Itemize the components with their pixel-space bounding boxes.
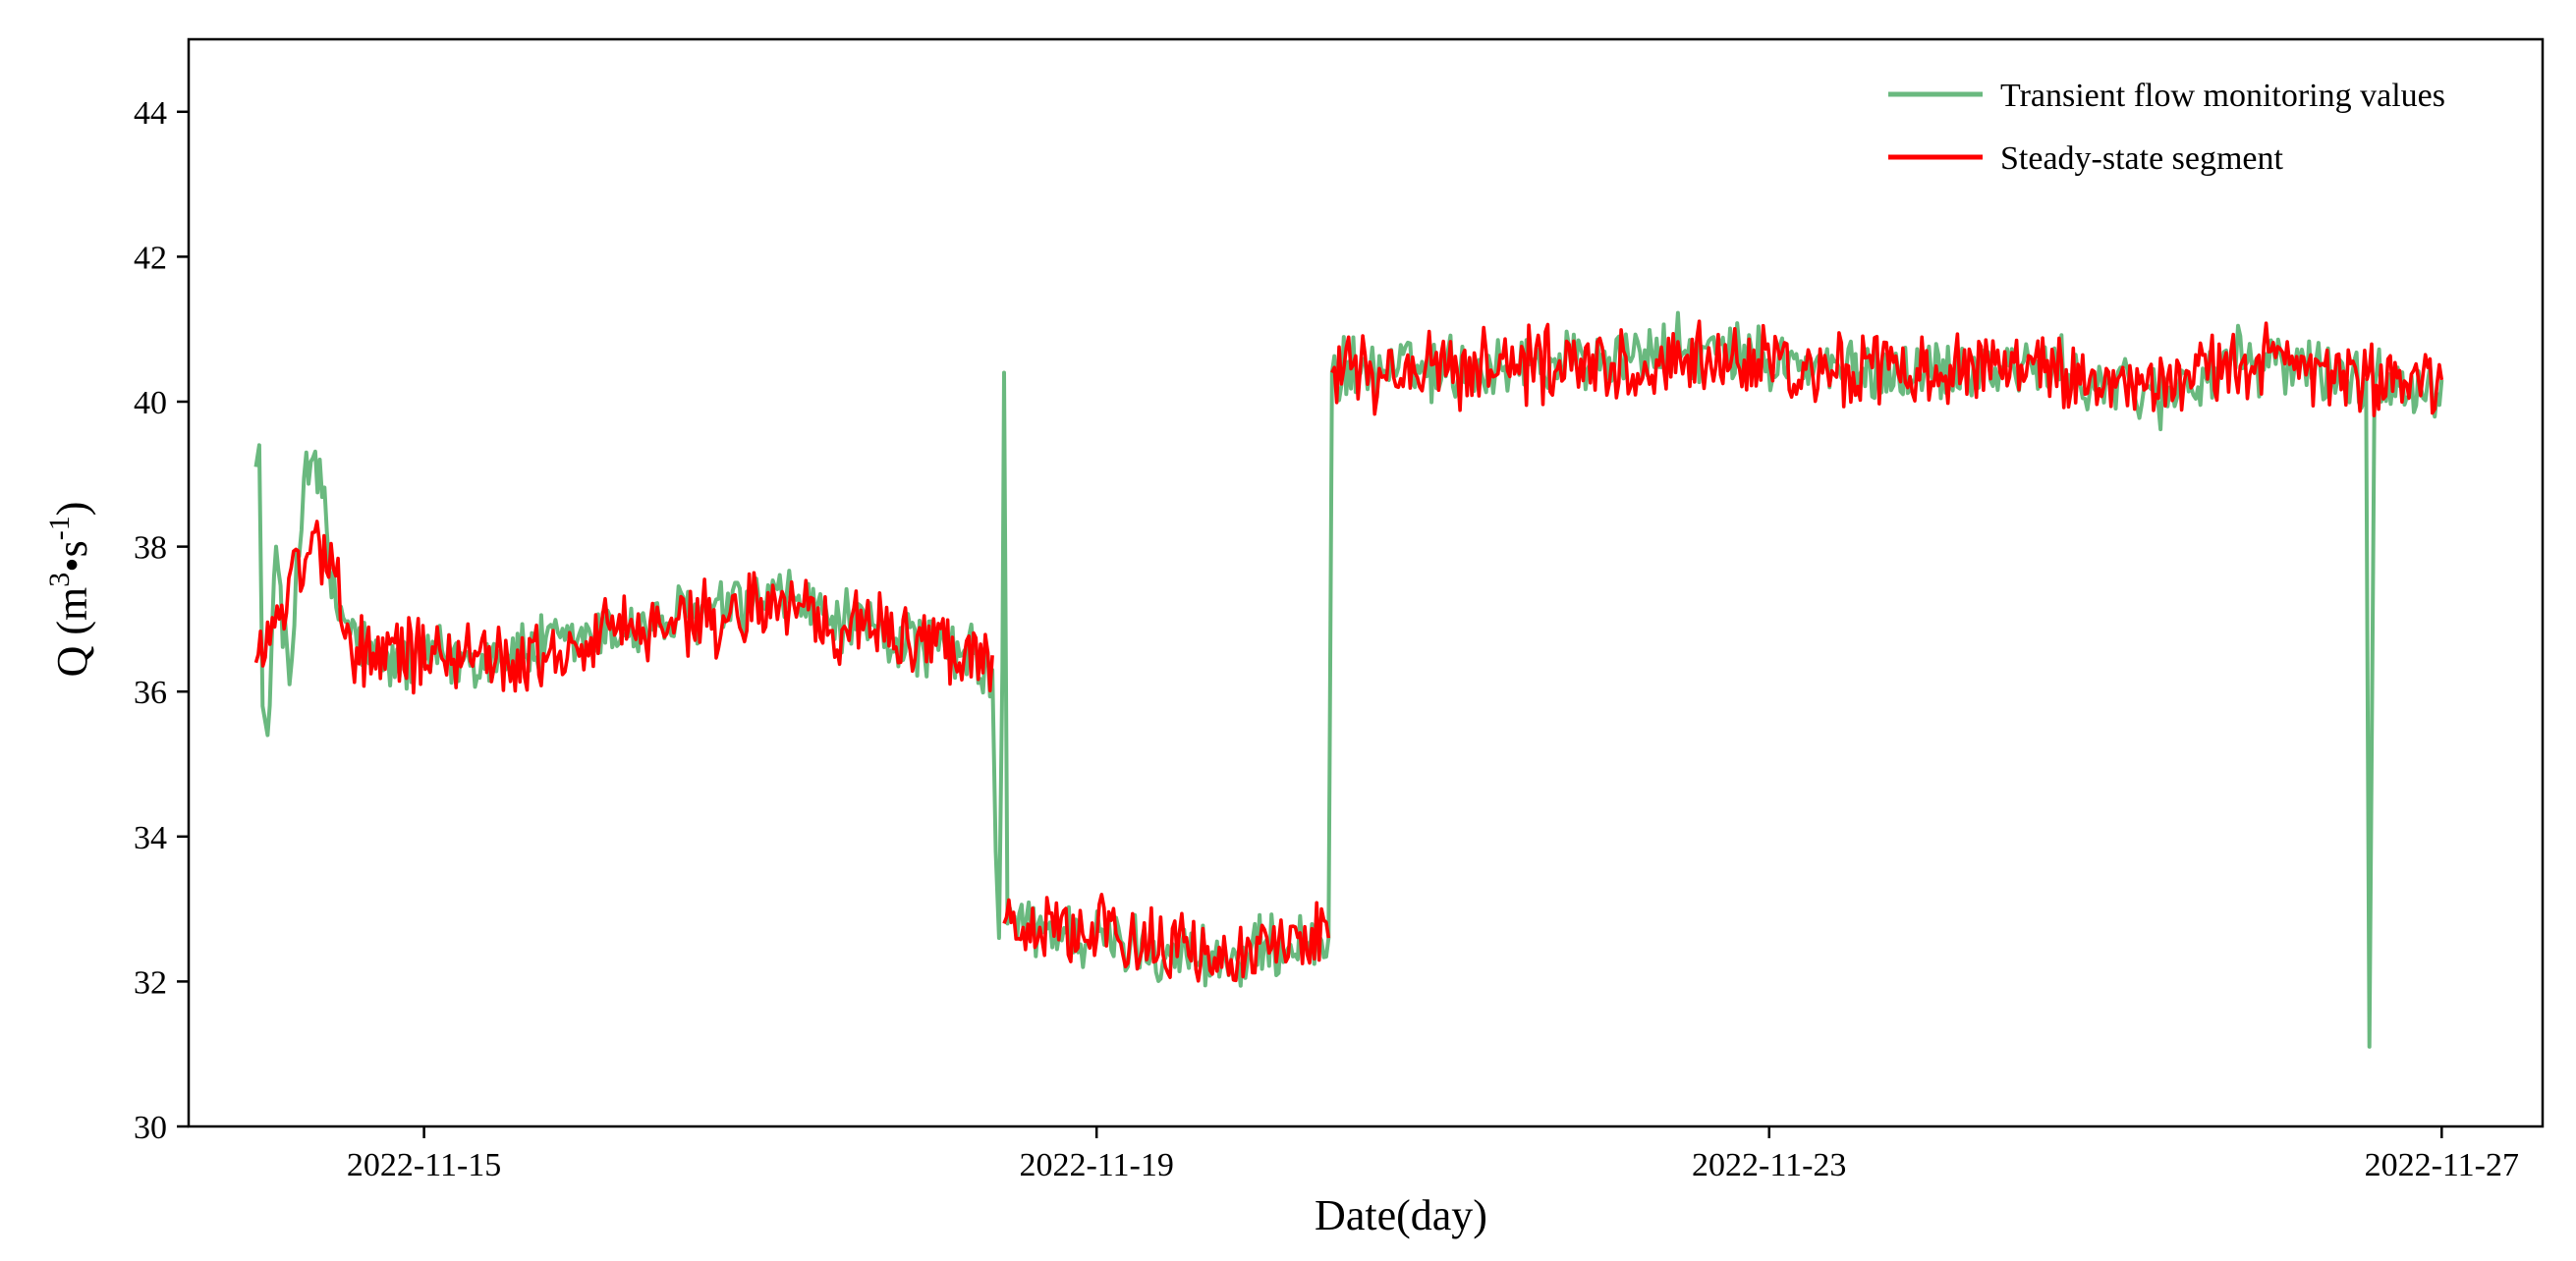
y-tick-label-40: 40 [134, 385, 167, 421]
y-tick-label-36: 36 [134, 675, 167, 711]
x-axis-title: Date(day) [1315, 1191, 1487, 1239]
series-layer [253, 310, 2444, 1049]
x-tick-label-2022-11-15: 2022-11-15 [347, 1147, 501, 1183]
x-tick-label-2022-11-23: 2022-11-23 [1692, 1147, 1846, 1183]
y-axis: 30 32 34 36 38 40 42 44 [134, 95, 189, 1146]
series-line-steady-segment-3 [1330, 319, 2444, 417]
y-tick-label-42: 42 [134, 240, 167, 276]
y-axis-title: Q (m3•s-1) [43, 502, 96, 678]
legend-label-transient: Transient flow monitoring values [2000, 78, 2445, 114]
legend: Transient flow monitoring values Steady-… [1888, 78, 2445, 177]
series-line-steady-segment-1 [253, 520, 994, 695]
x-axis: 2022-11-15 2022-11-19 2022-11-23 2022-11-27 [347, 1126, 2519, 1183]
x-tick-label-2022-11-19: 2022-11-19 [1019, 1147, 1173, 1183]
y-tick-label-38: 38 [134, 530, 167, 567]
y-tick-label-34: 34 [134, 820, 167, 856]
x-tick-label-2022-11-27: 2022-11-27 [2365, 1147, 2519, 1183]
y-tick-label-32: 32 [134, 964, 167, 1001]
y-tick-label-44: 44 [134, 95, 167, 132]
plot-frame [187, 37, 2545, 1128]
series-line-steady-segment-2 [1002, 893, 1331, 983]
legend-label-steady: Steady-state segment [2000, 140, 2284, 177]
y-tick-label-30: 30 [134, 1110, 167, 1146]
